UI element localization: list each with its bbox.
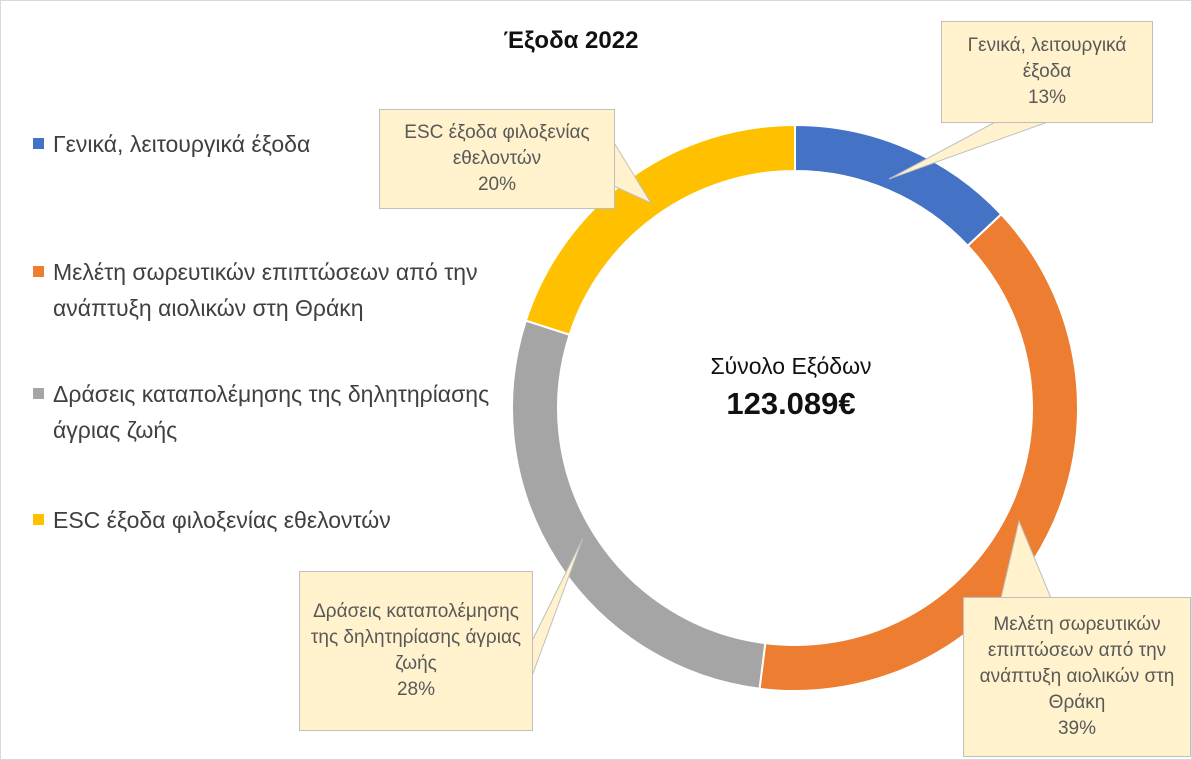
data-label-esc-value: 20% xyxy=(477,174,517,195)
data-label-esc: ESC έξοδα φιλοξενίας εθελοντών 20% xyxy=(379,109,615,209)
legend-swatch-study xyxy=(33,266,44,277)
legend-label-poison: Δράσεις καταπολέμησης της δηλητηρίασης ά… xyxy=(53,381,490,443)
legend-label-esc: ESC έξοδα φιλοξενίας εθελοντών xyxy=(53,507,391,533)
data-label-study-category: Μελέτη σωρευτικών επιπτώσεων από την ανά… xyxy=(979,614,1175,713)
center-label: Σύνολο Εξόδων 123.089€ xyxy=(641,353,941,422)
data-label-study-value: 39% xyxy=(1057,718,1097,739)
data-label-study: Μελέτη σωρευτικών επιπτώσεων από την ανά… xyxy=(963,597,1191,757)
data-label-poison-category: Δράσεις καταπολέμησης της δηλητηρίασης ά… xyxy=(310,601,522,674)
legend-item-general: Γενικά, λειτουργικά έξοδα xyxy=(31,126,501,162)
legend-label-study: Μελέτη σωρευτικών επιπτώσεων από την ανά… xyxy=(53,259,478,321)
legend-item-esc: ESC έξοδα φιλοξενίας εθελοντών xyxy=(31,502,501,538)
data-label-general-value: 13% xyxy=(1027,87,1067,108)
callout-pointer-general xyxy=(888,118,1057,180)
slice-esc xyxy=(524,123,796,337)
data-label-poison: Δράσεις καταπολέμησης της δηλητηρίασης ά… xyxy=(299,571,533,731)
data-label-esc-category: ESC έξοδα φιλοξενίας εθελοντών xyxy=(404,122,590,169)
data-label-general-category: Γενικά, λειτουργικά έξοδα xyxy=(967,35,1127,82)
chart-title: Έξοδα 2022 xyxy=(503,27,639,54)
legend-swatch-poison xyxy=(33,388,44,399)
legend-item-study: Μελέτη σωρευτικών επιπτώσεων από την ανά… xyxy=(31,254,501,326)
legend-item-poison: Δράσεις καταπολέμησης της δηλητηρίασης ά… xyxy=(31,376,501,448)
data-label-general: Γενικά, λειτουργικά έξοδα 13% xyxy=(941,21,1153,123)
center-total-value: 123.089€ xyxy=(726,386,856,421)
legend-label-general: Γενικά, λειτουργικά έξοδα xyxy=(53,131,311,157)
legend-swatch-general xyxy=(33,138,44,149)
center-total-label: Σύνολο Εξόδων xyxy=(710,353,872,379)
data-label-poison-value: 28% xyxy=(396,679,436,700)
legend-swatch-esc xyxy=(33,514,44,525)
